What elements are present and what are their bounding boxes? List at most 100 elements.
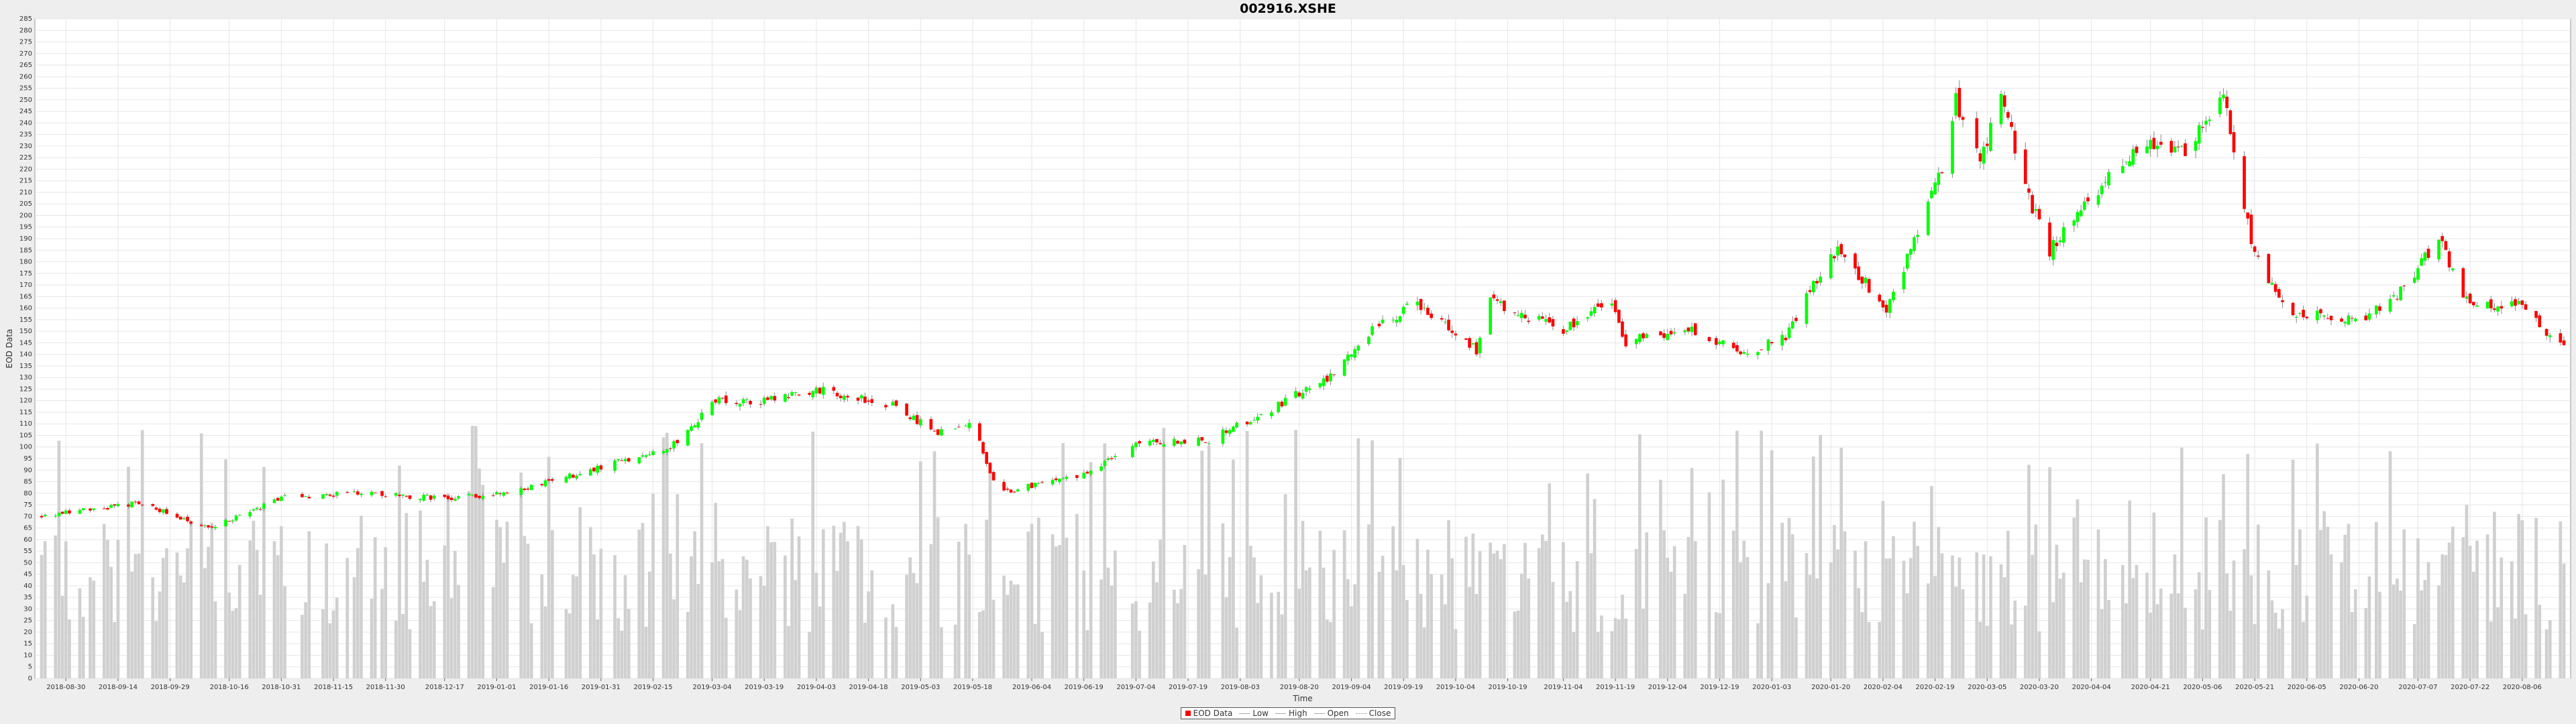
x-tick-label: 2018-11-15 <box>314 684 353 691</box>
candle-body <box>1742 352 1746 354</box>
volume-bar <box>328 623 332 678</box>
candle-body <box>1297 392 1301 397</box>
x-tick-label: 2020-07-07 <box>2398 684 2437 691</box>
volume-bar <box>543 606 547 678</box>
candle-body <box>2447 251 2451 267</box>
candle-body <box>2520 300 2524 305</box>
volume-bar <box>154 621 158 678</box>
candle-body <box>846 396 849 398</box>
candle-body <box>1495 299 1499 301</box>
volume-bar <box>307 531 311 678</box>
volume-bar <box>2159 588 2163 678</box>
volume-bar <box>1784 581 1788 678</box>
candle-body <box>276 497 280 501</box>
volume-bar <box>1909 558 1913 678</box>
volume-bar <box>2169 593 2174 678</box>
volume-bar <box>964 524 967 678</box>
volume-bar <box>1617 619 1621 678</box>
candle-body <box>1902 272 1906 290</box>
candle-body <box>588 469 592 476</box>
x-tick-label: 2020-01-20 <box>1811 684 1850 691</box>
volume-bar <box>735 589 739 678</box>
volume-bar <box>2472 571 2475 678</box>
volume-bar <box>1985 625 1989 678</box>
volume-bar <box>1085 630 1089 678</box>
candle-body <box>1353 349 1357 358</box>
y-tick-label: 140 <box>19 351 32 359</box>
candle-body <box>661 450 665 454</box>
volume-bar <box>1645 532 1649 678</box>
volume-bar <box>2524 614 2528 678</box>
volume-bar <box>550 530 554 678</box>
candle-body <box>519 488 523 495</box>
volume-bar <box>231 611 235 678</box>
candle-body <box>797 394 801 396</box>
volume-bar <box>1308 567 1311 678</box>
volume-bar <box>1721 479 1725 678</box>
candle-body <box>1430 313 1433 318</box>
candle-body <box>1519 312 1523 318</box>
candle-body <box>2246 212 2250 219</box>
candle-body <box>2273 284 2277 292</box>
volume-bar <box>988 473 992 678</box>
candle-body <box>2072 220 2076 226</box>
volume-bar <box>2002 577 2006 678</box>
candle-body <box>2169 141 2174 153</box>
x-tick-label: 2019-03-19 <box>745 684 784 691</box>
volume-bar <box>2426 562 2430 678</box>
volume-bar <box>637 530 641 678</box>
candle-body <box>2343 322 2347 324</box>
candle-body <box>1551 318 1555 326</box>
candle-body <box>1593 307 1597 314</box>
volume-bar <box>2096 529 2100 678</box>
volume-bar <box>1016 584 1020 678</box>
volume-bar <box>1940 553 1944 678</box>
candle-body <box>1642 333 1645 339</box>
volume-bar <box>1426 549 1430 678</box>
candle-body <box>2353 318 2357 322</box>
legend-label-eod: EOD Data <box>1193 709 1233 718</box>
candle-body <box>1471 343 1475 345</box>
x-tick-label: 2018-11-30 <box>366 684 405 691</box>
volume-bar <box>1766 583 1770 678</box>
legend-item-eod: EOD Data <box>1185 709 1233 718</box>
volume-bar <box>787 625 790 678</box>
volume-bar <box>2281 609 2284 678</box>
volume-bar <box>2440 554 2445 678</box>
candle-body <box>1930 190 1933 198</box>
volume-bar <box>1808 575 1812 678</box>
volume-bar <box>40 554 44 678</box>
volume-bar <box>158 591 162 678</box>
volume-bar <box>846 541 849 678</box>
candle-body <box>1040 481 1044 483</box>
candle-body <box>835 392 839 397</box>
volume-bar <box>745 559 749 678</box>
volume-bar <box>109 566 113 678</box>
candle-body <box>272 499 276 503</box>
candle-body <box>940 429 943 436</box>
candle-body <box>1277 402 1281 412</box>
x-tick-label: 2018-09-14 <box>99 684 138 691</box>
volume-bar <box>790 518 794 678</box>
candle-body <box>766 397 769 400</box>
volume-bar <box>978 611 981 678</box>
x-tick-label: 2019-12-19 <box>1700 684 1739 691</box>
candle-body <box>154 507 158 510</box>
candle-body <box>446 495 450 499</box>
volume-bar <box>1058 544 1061 678</box>
volume-bar <box>1099 579 1103 678</box>
y-tick-label: 255 <box>19 85 32 93</box>
volume-bar <box>1106 567 1110 678</box>
candle-body <box>1867 279 1871 293</box>
volume-bar <box>693 531 696 678</box>
volume-bar <box>443 545 447 678</box>
candle-body <box>1562 328 1565 334</box>
candle-body <box>1860 276 1864 284</box>
y-tick-label: 35 <box>23 594 32 601</box>
volume-bar <box>1151 561 1155 678</box>
volume-bar <box>1419 593 1423 678</box>
y-tick-label: 190 <box>19 235 32 243</box>
volume-bar <box>1794 617 1798 678</box>
volume-bar <box>1902 560 1906 678</box>
candle-body <box>474 494 478 498</box>
